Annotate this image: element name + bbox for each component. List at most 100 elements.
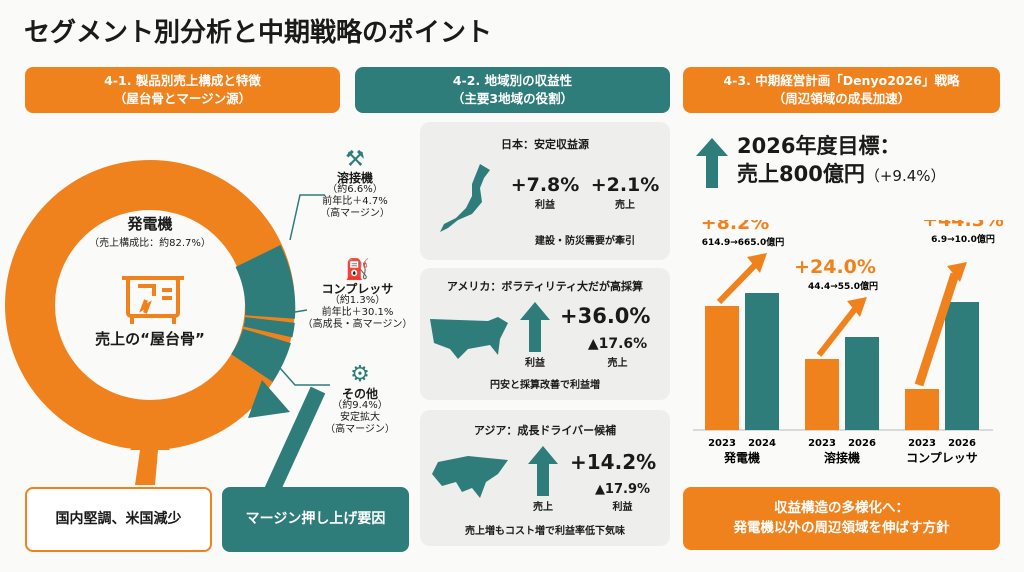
bar-溶接機-2026 bbox=[845, 337, 879, 430]
other-yoy: 安定拡大 bbox=[340, 412, 380, 423]
welder-share: （約6.6%） bbox=[327, 184, 383, 195]
generator-share: （売上構成比：約82.7%） bbox=[89, 238, 211, 249]
up-arrow-icon bbox=[520, 302, 550, 352]
year-tick-label: 2026 bbox=[948, 438, 976, 449]
growth-arrow-head bbox=[947, 262, 967, 282]
bar-溶接機-2023 bbox=[805, 359, 839, 430]
asia-sales-value: +14.2% bbox=[570, 450, 657, 474]
welder-yoy: 前年比＋4.7% bbox=[322, 196, 388, 207]
asia-note: 売上増もコスト増で利益率低下気味 bbox=[465, 526, 625, 537]
asia-profit-value: ▲17.9% bbox=[594, 482, 651, 497]
year-tick-label: 2023 bbox=[708, 438, 736, 449]
america-sales-value: ▲17.6% bbox=[587, 336, 648, 352]
year-tick-label: 2023 bbox=[908, 438, 936, 449]
generator-name: 発電機 bbox=[127, 215, 173, 233]
section1-header-line2: （屋台骨とマージン源） bbox=[113, 91, 252, 106]
compressor-share: （約1.3%） bbox=[329, 295, 386, 306]
gears-icon: ⚙ bbox=[350, 362, 370, 387]
asia-sales-label: 売上 bbox=[533, 502, 553, 513]
bar-コンプレッサ-2023 bbox=[905, 389, 939, 430]
section3-header: 4-3. 中期経営計画「Denyo2026」戦略 （周辺領域の成長加速） bbox=[683, 67, 1000, 113]
section3-header-line2: （周辺領域の成長加速） bbox=[772, 91, 911, 106]
target-line2: 売上800億円 bbox=[737, 162, 865, 186]
value-change-label: 44.4→55.0億円 bbox=[808, 280, 878, 292]
japan-sales-value: +2.1% bbox=[590, 174, 660, 196]
generator-icon bbox=[122, 276, 184, 324]
section1-header: 4-1. 製品別売上構成と特徴 （屋台骨とマージン源） bbox=[25, 67, 340, 113]
welder-icon: ⚒ bbox=[345, 147, 365, 172]
compressor-leader-line bbox=[294, 309, 308, 313]
other-note: （高マージン） bbox=[325, 424, 395, 435]
footer-line2: 発電機以外の周辺領域を伸ばす方針 bbox=[733, 520, 950, 536]
group-label: 発電機 bbox=[723, 450, 760, 465]
growth-arrow-head bbox=[747, 253, 767, 273]
donut-segment-other bbox=[230, 327, 291, 382]
japan-profit-value: +7.8% bbox=[510, 174, 580, 196]
sales-donut bbox=[5, 160, 330, 490]
compressor-note: （高成長・高マージン） bbox=[302, 319, 413, 330]
generator-caption: 売上の“屋台骨” bbox=[95, 330, 205, 348]
america-note: 円安と採算改善で利益増 bbox=[490, 380, 600, 391]
region-card-america: アメリカ：ボラティリティ大だが高採算 利益 +36.0% ▲17.6% 売上 円… bbox=[420, 268, 670, 400]
growth-arrow bbox=[816, 307, 858, 357]
welder-note: （高マージン） bbox=[320, 208, 390, 219]
bar-発電機-2024 bbox=[745, 293, 779, 430]
growth-rate-label: +24.0% bbox=[794, 256, 876, 278]
bar-発電機-2023 bbox=[705, 306, 739, 430]
region-card-asia: アジア：成長ドライバー候補 売上 +14.2% ▲17.9% 利益 売上増もコス… bbox=[420, 410, 670, 546]
section2-header-line2: （主要3地域の役割） bbox=[451, 91, 574, 106]
callout-margin: マージン押し上げ要因 bbox=[222, 487, 409, 552]
region-card-japan: 日本：安定収益源 +7.8% 利益 +2.1% 売上 建設・防災需要が牽引 bbox=[420, 122, 670, 260]
growth-rate-label: +44.3% bbox=[922, 220, 1003, 231]
other-name: その他 bbox=[341, 387, 378, 401]
teal-arrow bbox=[263, 386, 326, 490]
japan-map-icon bbox=[440, 164, 490, 232]
welder-leader-line bbox=[289, 194, 325, 241]
year-tick-label: 2026 bbox=[848, 438, 876, 449]
welder-name: 溶接機 bbox=[336, 171, 373, 185]
group-label: コンプレッサ bbox=[906, 450, 978, 465]
target-growth: （+9.4%） bbox=[864, 167, 946, 185]
other-leader-line bbox=[279, 367, 330, 386]
callout-domestic: 国内堅調、米国減少 bbox=[25, 487, 212, 552]
page-title: セグメント別分析と中期戦略のポイント bbox=[24, 18, 493, 48]
strategy-footer: 収益構造の多様化へ： 発電機以外の周辺領域を伸ばす方針 bbox=[683, 487, 1000, 550]
compressor-name: コンプレッサ bbox=[321, 282, 394, 296]
footer-line1: 収益構造の多様化へ： bbox=[774, 500, 909, 516]
japan-note: 建設・防災需要が牽引 bbox=[535, 236, 635, 247]
america-profit-label: 利益 bbox=[525, 358, 545, 369]
target-line1: 2026年度目標： bbox=[737, 134, 901, 158]
asia-profit-label: 利益 bbox=[612, 502, 633, 513]
compressor-icon: ⛽ bbox=[345, 257, 370, 281]
compressor-yoy: 前年比＋30.1% bbox=[321, 307, 394, 318]
america-profit-value: +36.0% bbox=[560, 304, 651, 328]
value-change-label: 614.9→665.0億円 bbox=[702, 236, 784, 248]
section1-header-line1: 4-1. 製品別売上構成と特徴 bbox=[104, 73, 261, 88]
target-up-arrow-icon bbox=[696, 138, 728, 188]
japan-sales-label: 売上 bbox=[615, 200, 635, 211]
america-title: アメリカ：ボラティリティ大だが高採算 bbox=[446, 280, 644, 293]
teal-arrow-head bbox=[248, 380, 290, 418]
growth-arrow-head bbox=[847, 297, 867, 317]
growth-arrow bbox=[716, 262, 758, 305]
value-change-label: 6.9→10.0億円 bbox=[931, 233, 995, 245]
year-tick-label: 2024 bbox=[748, 438, 776, 449]
donut-segment-compressor bbox=[243, 316, 295, 338]
bar-コンプレッサ-2026 bbox=[945, 302, 979, 430]
growth-arrow bbox=[914, 272, 960, 387]
japan-profit-label: 利益 bbox=[535, 200, 555, 211]
growth-rate-label: +8.2% bbox=[701, 220, 770, 234]
year-tick-label: 2023 bbox=[808, 438, 836, 449]
section2-header-line1: 4-2. 地域別の収益性 bbox=[452, 73, 573, 88]
asia-title: アジア：成長ドライバー候補 bbox=[473, 424, 617, 437]
orange-arrow bbox=[130, 425, 170, 485]
up-arrow-icon bbox=[528, 446, 558, 496]
usa-map-icon bbox=[430, 317, 508, 359]
section2-header: 4-2. 地域別の収益性 （主要3地域の役割） bbox=[355, 67, 670, 113]
section3-header-line1: 4-3. 中期経営計画「Denyo2026」戦略 bbox=[723, 73, 960, 88]
asia-map-icon bbox=[432, 456, 508, 498]
other-share: （約9.4%） bbox=[332, 400, 388, 411]
group-label: 溶接機 bbox=[824, 450, 860, 465]
donut-segment-welder bbox=[235, 244, 296, 319]
